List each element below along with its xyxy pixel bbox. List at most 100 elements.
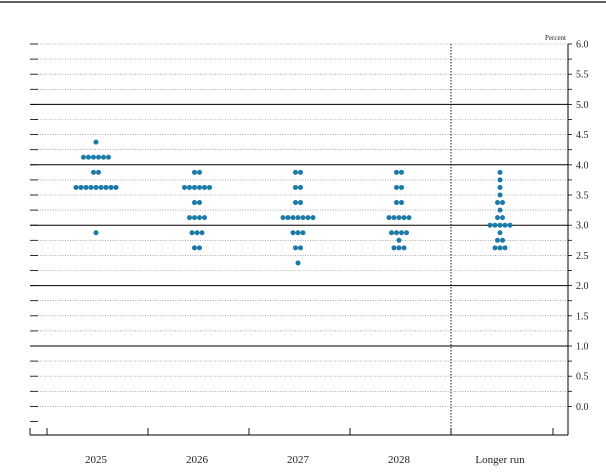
dot [310, 215, 316, 221]
dot [86, 154, 91, 160]
dot [399, 184, 404, 190]
dot [88, 184, 94, 190]
x-tick-label: 2028 [388, 454, 411, 466]
dot [298, 169, 303, 175]
dot [497, 184, 503, 190]
dot [298, 200, 303, 206]
dot [93, 139, 99, 145]
dot [207, 184, 212, 190]
dot [502, 222, 508, 228]
dot [399, 200, 404, 206]
x-tick-label: 2025 [85, 454, 108, 466]
dot [500, 215, 505, 221]
dot [396, 245, 402, 251]
dot [298, 245, 303, 251]
dot [500, 237, 505, 243]
y-tick-label: 1.0 [576, 342, 589, 353]
dot [98, 184, 104, 190]
dot [497, 245, 503, 251]
y-tick-label: 1.5 [576, 311, 589, 322]
y-tick-label: 3.0 [576, 221, 589, 232]
dot [295, 260, 301, 266]
dot [394, 184, 399, 190]
dot [106, 154, 111, 160]
dot [197, 184, 202, 190]
unit-label: Percent [545, 34, 566, 42]
dot [290, 215, 296, 221]
dot [96, 169, 101, 175]
x-tick-label: 2026 [186, 454, 209, 466]
dot [401, 245, 407, 251]
dot [187, 215, 192, 221]
dot [389, 230, 394, 236]
dot [487, 222, 493, 228]
y-tick-label: 0.5 [576, 372, 589, 383]
dot [182, 184, 187, 190]
dot [78, 184, 84, 190]
dot [497, 230, 503, 236]
dot [298, 184, 303, 190]
dot [295, 230, 301, 236]
x-tick-label: 2027 [287, 454, 310, 466]
y-tick-label: 2.5 [576, 251, 589, 262]
dot [495, 215, 500, 221]
dot [192, 215, 197, 221]
dot [394, 200, 399, 206]
y-tick-label: 3.5 [576, 191, 589, 202]
dot [197, 215, 202, 221]
dot [197, 200, 202, 206]
dot [91, 154, 96, 160]
dot [192, 245, 197, 251]
dot [502, 245, 508, 251]
dot [197, 245, 202, 251]
dot [93, 230, 99, 236]
dot [108, 184, 114, 190]
dot [293, 245, 298, 251]
dot [399, 230, 404, 236]
dot [507, 222, 513, 228]
dot [91, 169, 96, 175]
dot [305, 215, 311, 221]
y-tick-label: 5.5 [576, 70, 589, 81]
dot [280, 215, 286, 221]
y-tick-label: 2.0 [576, 281, 589, 292]
y-tick-label: 5.0 [576, 100, 589, 111]
dot [187, 184, 192, 190]
dot [81, 154, 86, 160]
dot [290, 230, 296, 236]
dot [497, 222, 503, 228]
dot [293, 184, 298, 190]
x-tick-label: Longer run [475, 454, 525, 466]
dot [93, 184, 99, 190]
dot [285, 215, 291, 221]
dot [293, 200, 298, 206]
dots [73, 139, 513, 266]
dot [396, 215, 402, 221]
dot [197, 169, 202, 175]
dot [194, 230, 200, 236]
dot [103, 184, 109, 190]
gridlines [30, 43, 568, 422]
x-axis: 2025 2026 2027 2028 Longer run [29, 428, 569, 466]
dot [192, 184, 197, 190]
y-tick-label: 4.5 [576, 130, 589, 141]
dot [192, 200, 197, 206]
dot [492, 222, 498, 228]
dot [96, 154, 101, 160]
dot [300, 230, 306, 236]
dot [495, 237, 500, 243]
dot [83, 184, 89, 190]
dot [497, 207, 503, 213]
dot [391, 245, 397, 251]
dot [404, 230, 409, 236]
dot [386, 215, 392, 221]
dot [497, 192, 503, 198]
y-tick-label: 6.0 [576, 40, 589, 51]
dot [300, 215, 306, 221]
dot [192, 169, 197, 175]
dot [189, 230, 195, 236]
dot [73, 184, 79, 190]
y-tick-label: 0.0 [576, 402, 589, 413]
dot [202, 215, 207, 221]
